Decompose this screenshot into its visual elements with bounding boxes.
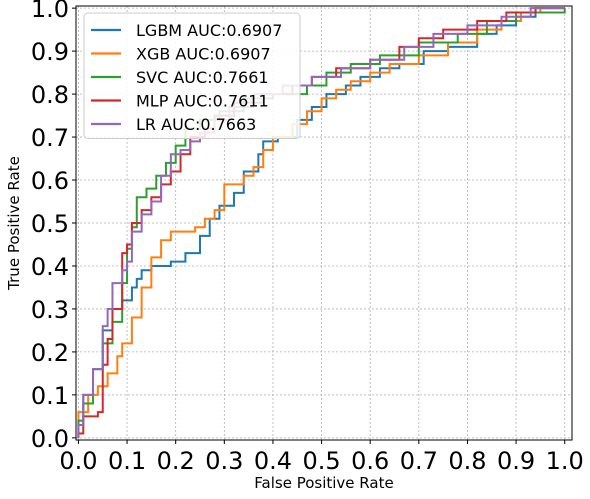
x-tick-label: 0.5 (302, 447, 340, 475)
x-tick-label: 0.7 (400, 447, 438, 475)
y-tick-label: 0.8 (31, 81, 69, 109)
legend: LGBM AUC:0.6907 XGB AUC:0.6907 SVC AUC:0.7… (83, 12, 301, 139)
legend-entry: LGBM AUC:0.6907 (136, 21, 282, 40)
y-tick-label: 0.9 (31, 38, 69, 66)
x-tick-label: 0.6 (351, 447, 389, 475)
y-tick-label: 0.4 (31, 253, 69, 281)
y-tick-label: 0.3 (31, 296, 69, 324)
legend-entry: LR AUC:0.7663 (136, 115, 256, 134)
y-tick-label: 1.0 (31, 0, 69, 23)
legend-entry: SVC AUC:0.7661 (136, 68, 269, 87)
x-tick-label: 0.8 (448, 447, 486, 475)
x-tick-label: 0.4 (254, 447, 292, 475)
y-axis-label: True Positive Rate (5, 156, 23, 291)
y-tick-label: 0.0 (31, 425, 69, 453)
legend-entry: XGB AUC:0.6907 (136, 45, 271, 64)
x-tick-label: 0.2 (157, 447, 195, 475)
series-line (77, 7, 565, 438)
x-tick-label: 1.0 (546, 447, 584, 475)
x-tick-label: 0.9 (497, 447, 535, 475)
x-tick-label: 0.3 (205, 447, 243, 475)
series-line (77, 7, 565, 438)
y-tick-label: 0.2 (31, 339, 69, 367)
tick-layer: 0.0 0.1 0.2 0.3 0.4 0.5 0.6 0.7 0.8 0.9 1.0 0.0 0.1 0… (31, 0, 584, 475)
y-tick-label: 0.6 (31, 167, 69, 195)
x-axis-label: False Positive Rate (254, 474, 393, 492)
x-tick-label: 0.0 (59, 447, 97, 475)
y-tick-label: 0.1 (31, 382, 69, 410)
legend-box (83, 12, 301, 139)
legend-entry: MLP AUC:0.7611 (136, 92, 269, 111)
grid-layer (76, 6, 572, 440)
y-tick-label: 0.5 (31, 210, 69, 238)
x-tick-label: 0.1 (108, 447, 146, 475)
y-tick-label: 0.7 (31, 124, 69, 152)
